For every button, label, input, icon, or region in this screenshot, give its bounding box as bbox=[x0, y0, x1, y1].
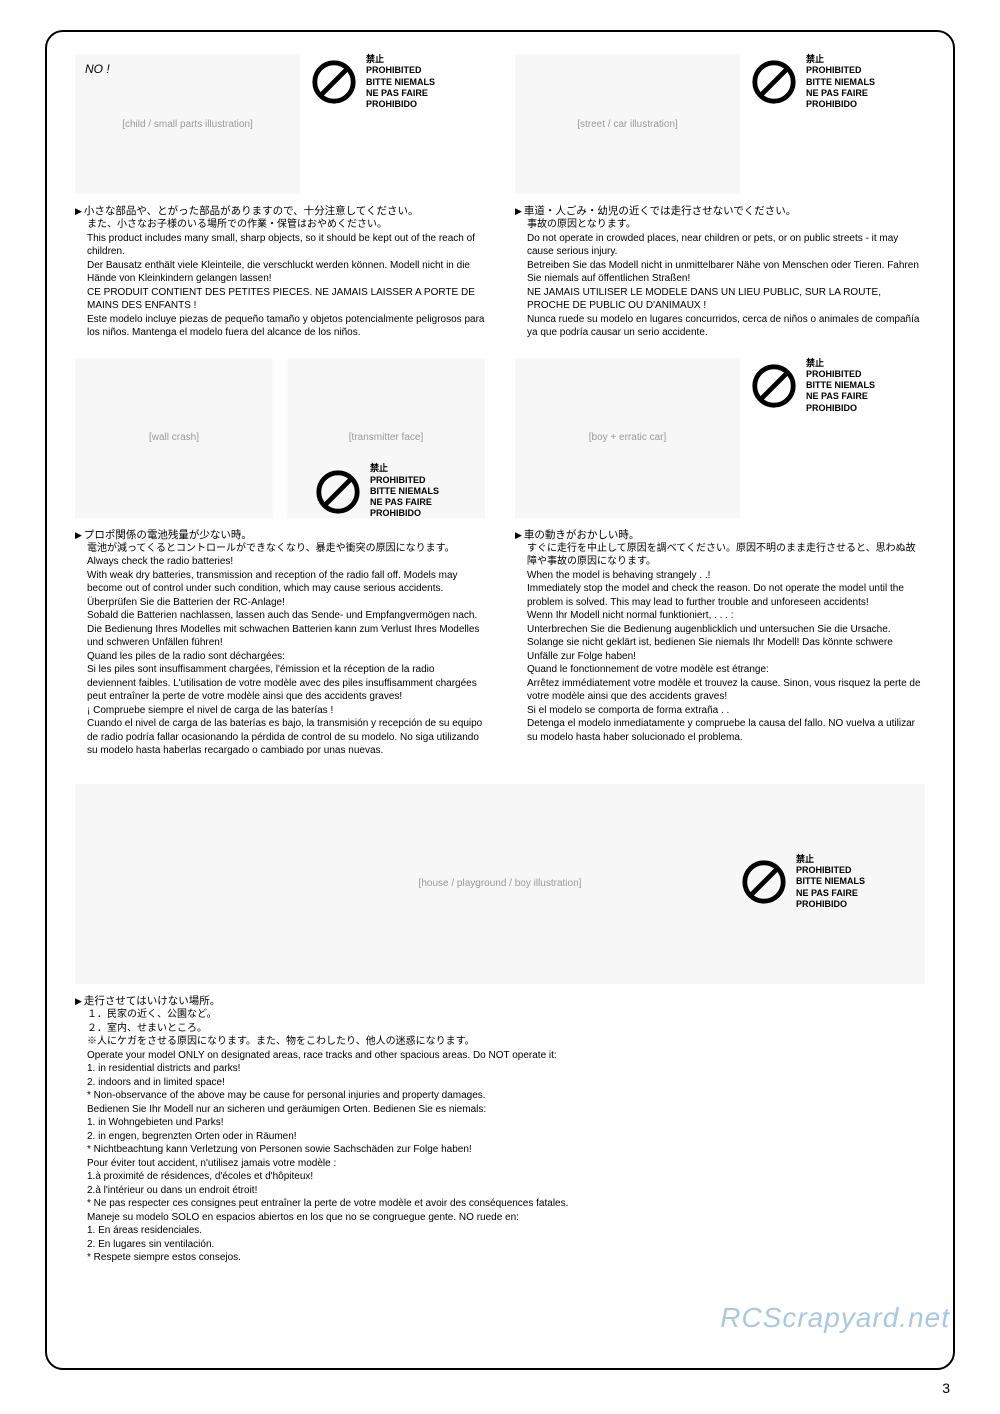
s2r-esh: Si el modelo se comporta de forma extrañ… bbox=[515, 704, 925, 718]
col-left-1: [child / small parts illustration] 禁止 PR… bbox=[75, 54, 485, 358]
s1r-de: Betreiben Sie das Modell nicht in unmitt… bbox=[515, 259, 925, 286]
s2l-frh: Quand les piles de la radio sont décharg… bbox=[75, 650, 485, 664]
s2l-jp1: プロポ関係の電池残量が少ない時。 bbox=[75, 528, 485, 542]
s3-frh: Pour éviter tout accident, n'utilisez ja… bbox=[75, 1157, 925, 1171]
s1l-es: Este modelo incluye piezas de pequeño ta… bbox=[75, 313, 485, 340]
row3-illus: [house / playground / boy illustration] … bbox=[75, 784, 925, 984]
col-right-1: [street / car illustration] 禁止 PROHIBITE… bbox=[515, 54, 925, 358]
prohibit-text: 禁止 PROHIBITED BITTE NIEMALS NE PAS FAIRE… bbox=[366, 54, 435, 110]
s1l-de: Der Bausatz enthält viele Kleinteile, di… bbox=[75, 259, 485, 286]
prohibit-icon bbox=[750, 58, 798, 106]
s2r-enb: Immediately stop the model and check the… bbox=[515, 582, 925, 609]
s2l-frb: Si les piles sont insuffisamment chargée… bbox=[75, 663, 485, 704]
s3-fr1: 1.à proximité de résidences, d'écoles et… bbox=[75, 1170, 925, 1184]
s3-es1: 1. En áreas residenciales. bbox=[75, 1224, 925, 1238]
text-s2-left: プロポ関係の電池残量が少ない時。 電池が減ってくるとコントロールができなくなり、… bbox=[75, 528, 485, 758]
s2r-enh: When the model is behaving strangely . .… bbox=[515, 569, 925, 583]
s2l-enb: With weak dry batteries, transmission an… bbox=[75, 569, 485, 596]
s2l-jp2: 電池が減ってくるとコントロールができなくなり、暴走や衝突の原因になります。 bbox=[75, 542, 485, 556]
speech-bubble: NO ! bbox=[85, 62, 110, 76]
s2l-deb: Sobald die Batterien nachlassen, lassen … bbox=[75, 609, 485, 650]
s1l-fr: CE PRODUIT CONTIENT DES PETITES PIECES. … bbox=[75, 286, 485, 313]
s3-jp3: ２．室内、せまいところ。 bbox=[75, 1022, 925, 1036]
prohibit-icon bbox=[310, 58, 358, 106]
text-s1-right: 車道・人ごみ・幼児の近くでは走行させないでください。 事故の原因となります。 D… bbox=[515, 204, 925, 340]
s1r-jp2: 事故の原因となります。 bbox=[515, 218, 925, 232]
text-s1-left: 小さな部品や、とがった部品がありますので、十分注意してください。 また、小さなお… bbox=[75, 204, 485, 340]
s3-en1: 1. in residential districts and parks! bbox=[75, 1062, 925, 1076]
prohibit-block-4: 禁止 PROHIBITED BITTE NIEMALS NE PAS FAIRE… bbox=[750, 358, 925, 414]
illus-row-1l: [child / small parts illustration] 禁止 PR… bbox=[75, 54, 485, 194]
s3-den: * Nichtbeachtung kann Verletzung von Per… bbox=[75, 1143, 925, 1157]
illustration-near-car: [street / car illustration] bbox=[515, 54, 740, 194]
s1l-jp2: また、小さなお子様のいる場所での作業・保管はおやめください。 bbox=[75, 218, 485, 232]
illustration-wall-crash: [wall crash] bbox=[75, 358, 273, 518]
illus-row-2l: [wall crash] [transmitter face] 禁止 PROHI… bbox=[75, 358, 485, 518]
s2r-jp1: 車の動きがおかしい時。 bbox=[515, 528, 925, 542]
illus-row-1r: [street / car illustration] 禁止 PROHIBITE… bbox=[515, 54, 925, 194]
prohibit-block-3: 禁止 PROHIBITED BITTE NIEMALS NE PAS FAIRE… bbox=[314, 463, 489, 519]
s1r-es: Nunca ruede su modelo en lugares concurr… bbox=[515, 313, 925, 340]
prohibit-icon bbox=[750, 362, 798, 410]
row2: [wall crash] [transmitter face] 禁止 PROHI… bbox=[75, 358, 925, 776]
row1: [child / small parts illustration] 禁止 PR… bbox=[75, 54, 925, 358]
text-s2-right: 車の動きがおかしい時。 すぐに走行を中止して原因を調べてください。原因不明のまま… bbox=[515, 528, 925, 745]
s3-jp1: 走行させてはいけない場所。 bbox=[75, 994, 925, 1008]
s1r-fr: NE JAMAIS UTILISER LE MODELE DANS UN LIE… bbox=[515, 286, 925, 313]
prohibit-text: 禁止 PROHIBITED BITTE NIEMALS NE PAS FAIRE… bbox=[796, 854, 865, 910]
prohibit-icon bbox=[740, 858, 788, 906]
s2r-jp2: すぐに走行を中止して原因を調べてください。原因不明のまま走行させると、思わぬ故障… bbox=[515, 542, 925, 569]
s3-deh: Bedienen Sie Ihr Modell nur an sicheren … bbox=[75, 1103, 925, 1117]
s3-esn: * Respete siempre estos consejos. bbox=[75, 1251, 925, 1265]
s3-de2: 2. in engen, begrenzten Orten oder in Rä… bbox=[75, 1130, 925, 1144]
s1r-en: Do not operate in crowded places, near c… bbox=[515, 232, 925, 259]
s2r-frb: Arrêtez immédiatement votre modèle et tr… bbox=[515, 677, 925, 704]
s3-enh: Operate your model ONLY on designated ar… bbox=[75, 1049, 925, 1063]
prohibit-icon bbox=[314, 468, 362, 516]
s3-enn: * Non-observance of the above may be cau… bbox=[75, 1089, 925, 1103]
s1l-jp1: 小さな部品や、とがった部品がありますので、十分注意してください。 bbox=[75, 204, 485, 218]
s2l-esb: Cuando el nivel de carga de las baterías… bbox=[75, 717, 485, 758]
s3-esh: Maneje su modelo SOLO en espacios abiert… bbox=[75, 1211, 925, 1225]
s3-jp2: １．民家の近く、公園など。 bbox=[75, 1008, 925, 1022]
page-number: 3 bbox=[942, 1380, 950, 1396]
s2r-esb: Detenga el modelo inmediatamente y compr… bbox=[515, 717, 925, 744]
s2r-deb: Unterbrechen Sie die Bedienung augenblic… bbox=[515, 623, 925, 664]
s2r-frh: Quand le fonctionnement de votre modèle … bbox=[515, 663, 925, 677]
s2l-enh: Always check the radio batteries! bbox=[75, 555, 485, 569]
s3-en2: 2. indoors and in limited space! bbox=[75, 1076, 925, 1090]
s3-es2: 2. En lugares sin ventilación. bbox=[75, 1238, 925, 1252]
s3-frn: * Ne pas respecter ces consignes peut en… bbox=[75, 1197, 925, 1211]
s3-de1: 1. in Wohngebieten und Parks! bbox=[75, 1116, 925, 1130]
col-right-2: [boy + erratic car] 禁止 PROHIBITED BITTE … bbox=[515, 358, 925, 776]
prohibit-text: 禁止 PROHIBITED BITTE NIEMALS NE PAS FAIRE… bbox=[806, 358, 875, 414]
s2l-deh: Überprüfen Sie die Batterien der RC-Anla… bbox=[75, 596, 485, 610]
prohibit-text: 禁止 PROHIBITED BITTE NIEMALS NE PAS FAIRE… bbox=[370, 463, 439, 519]
text-s3-bottom: 走行させてはいけない場所。 １．民家の近く、公園など。 ２．室内、せまいところ。… bbox=[75, 994, 925, 1265]
prohibit-text: 禁止 PROHIBITED BITTE NIEMALS NE PAS FAIRE… bbox=[806, 54, 875, 110]
prohibit-block-1: 禁止 PROHIBITED BITTE NIEMALS NE PAS FAIRE… bbox=[310, 54, 485, 110]
s2r-deh: Wenn Ihr Modell nicht normal funktionier… bbox=[515, 609, 925, 623]
content-frame: NO ! [child / small parts illustration] … bbox=[45, 30, 955, 1370]
prohibit-block-5: 禁止 PROHIBITED BITTE NIEMALS NE PAS FAIRE… bbox=[740, 854, 865, 910]
illus-row-2r: [boy + erratic car] 禁止 PROHIBITED BITTE … bbox=[515, 358, 925, 518]
illustration-strange-behavior: [boy + erratic car] bbox=[515, 358, 740, 518]
prohibit-block-2: 禁止 PROHIBITED BITTE NIEMALS NE PAS FAIRE… bbox=[750, 54, 925, 110]
s3-jp4: ※人にケガをさせる原因になります。また、物をこわしたり、他人の迷惑になります。 bbox=[75, 1035, 925, 1049]
s3-fr2: 2.à l'intérieur ou dans un endroit étroi… bbox=[75, 1184, 925, 1198]
s1r-jp1: 車道・人ごみ・幼児の近くでは走行させないでください。 bbox=[515, 204, 925, 218]
col-left-2: [wall crash] [transmitter face] 禁止 PROHI… bbox=[75, 358, 485, 776]
s1l-en: This product includes many small, sharp … bbox=[75, 232, 485, 259]
s2l-esh: ¡ Compruebe siempre el nivel de carga de… bbox=[75, 704, 485, 718]
page: NO ! [child / small parts illustration] … bbox=[0, 0, 1000, 1414]
